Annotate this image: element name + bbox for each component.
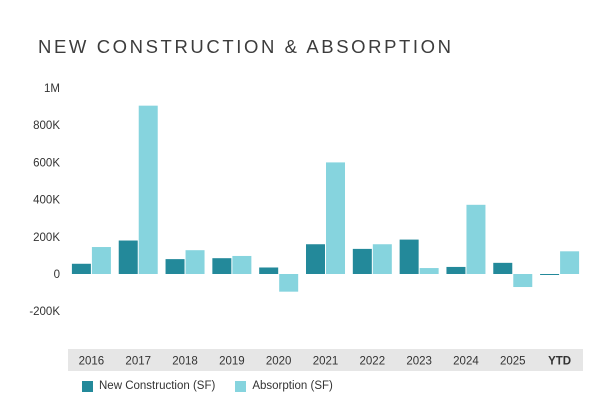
legend-item-new-construction: New Construction (SF) xyxy=(82,380,215,392)
y-tick-label: 200K xyxy=(33,232,60,244)
x-tick-label: YTD xyxy=(548,356,571,368)
bar-new-construction-2018 xyxy=(165,259,185,274)
legend-label-new-construction: New Construction (SF) xyxy=(99,380,216,392)
bar-absorption-2021 xyxy=(326,162,345,274)
bar-new-construction-2023 xyxy=(399,239,419,274)
bars xyxy=(71,105,580,292)
legend: New Construction (SF) Absorption (SF) xyxy=(82,380,333,392)
legend-swatch-new-construction xyxy=(82,380,93,392)
bar-absorption-2025 xyxy=(513,274,533,288)
y-axis: 1M 800K 600K 400K 200K 0 -200K xyxy=(29,83,60,318)
x-tick-label: 2022 xyxy=(360,356,386,368)
x-tick-label: 2018 xyxy=(172,356,198,368)
y-tick-label: 600K xyxy=(33,157,60,169)
bar-absorption-2016 xyxy=(91,247,111,274)
x-tick-label: 2025 xyxy=(500,356,526,368)
x-axis-band xyxy=(68,349,583,371)
bar-new-construction-2021 xyxy=(306,244,325,274)
bar-new-construction-2016 xyxy=(71,263,91,274)
x-tick-label: 2020 xyxy=(266,356,292,368)
x-tick-label: 2023 xyxy=(406,356,432,368)
bar-absorption-2018 xyxy=(185,250,205,274)
bar-absorption-ytd xyxy=(560,251,580,274)
y-tick-label: 0 xyxy=(54,269,60,281)
bar-absorption-2017 xyxy=(138,105,158,274)
x-tick-label: 2017 xyxy=(125,356,151,368)
bar-absorption-2020 xyxy=(279,274,299,292)
x-tick-label: 2016 xyxy=(79,356,105,368)
bar-new-construction-2025 xyxy=(493,262,513,274)
bar-new-construction-2020 xyxy=(259,267,279,274)
y-tick-label: 400K xyxy=(33,195,60,207)
bar-new-construction-2024 xyxy=(446,266,466,274)
bar-absorption-2024 xyxy=(466,204,486,274)
legend-item-absorption: Absorption (SF) xyxy=(235,380,333,392)
x-tick-label: 2021 xyxy=(313,356,339,368)
x-axis: 2016 2017 2018 2019 2020 2021 2022 2023 2024 2025… xyxy=(79,356,571,368)
bar-new-construction-ytd xyxy=(540,274,560,275)
legend-label-absorption: Absorption (SF) xyxy=(252,380,333,392)
bar-absorption-2019 xyxy=(232,255,252,274)
bar-absorption-2023 xyxy=(419,268,439,274)
y-tick-label: -200K xyxy=(29,306,60,318)
legend-swatch-absorption xyxy=(235,380,247,392)
bar-absorption-2022 xyxy=(372,244,392,274)
chart-title: NEW CONSTRUCTION & ABSORPTION xyxy=(38,36,454,57)
bar-new-construction-2017 xyxy=(118,240,138,274)
bar-new-construction-2022 xyxy=(352,248,372,274)
bar-new-construction-2019 xyxy=(212,258,232,274)
y-tick-label: 800K xyxy=(33,120,60,132)
y-tick-label: 1M xyxy=(44,83,60,95)
x-tick-label: 2019 xyxy=(219,356,245,368)
x-tick-label: 2024 xyxy=(453,356,479,368)
